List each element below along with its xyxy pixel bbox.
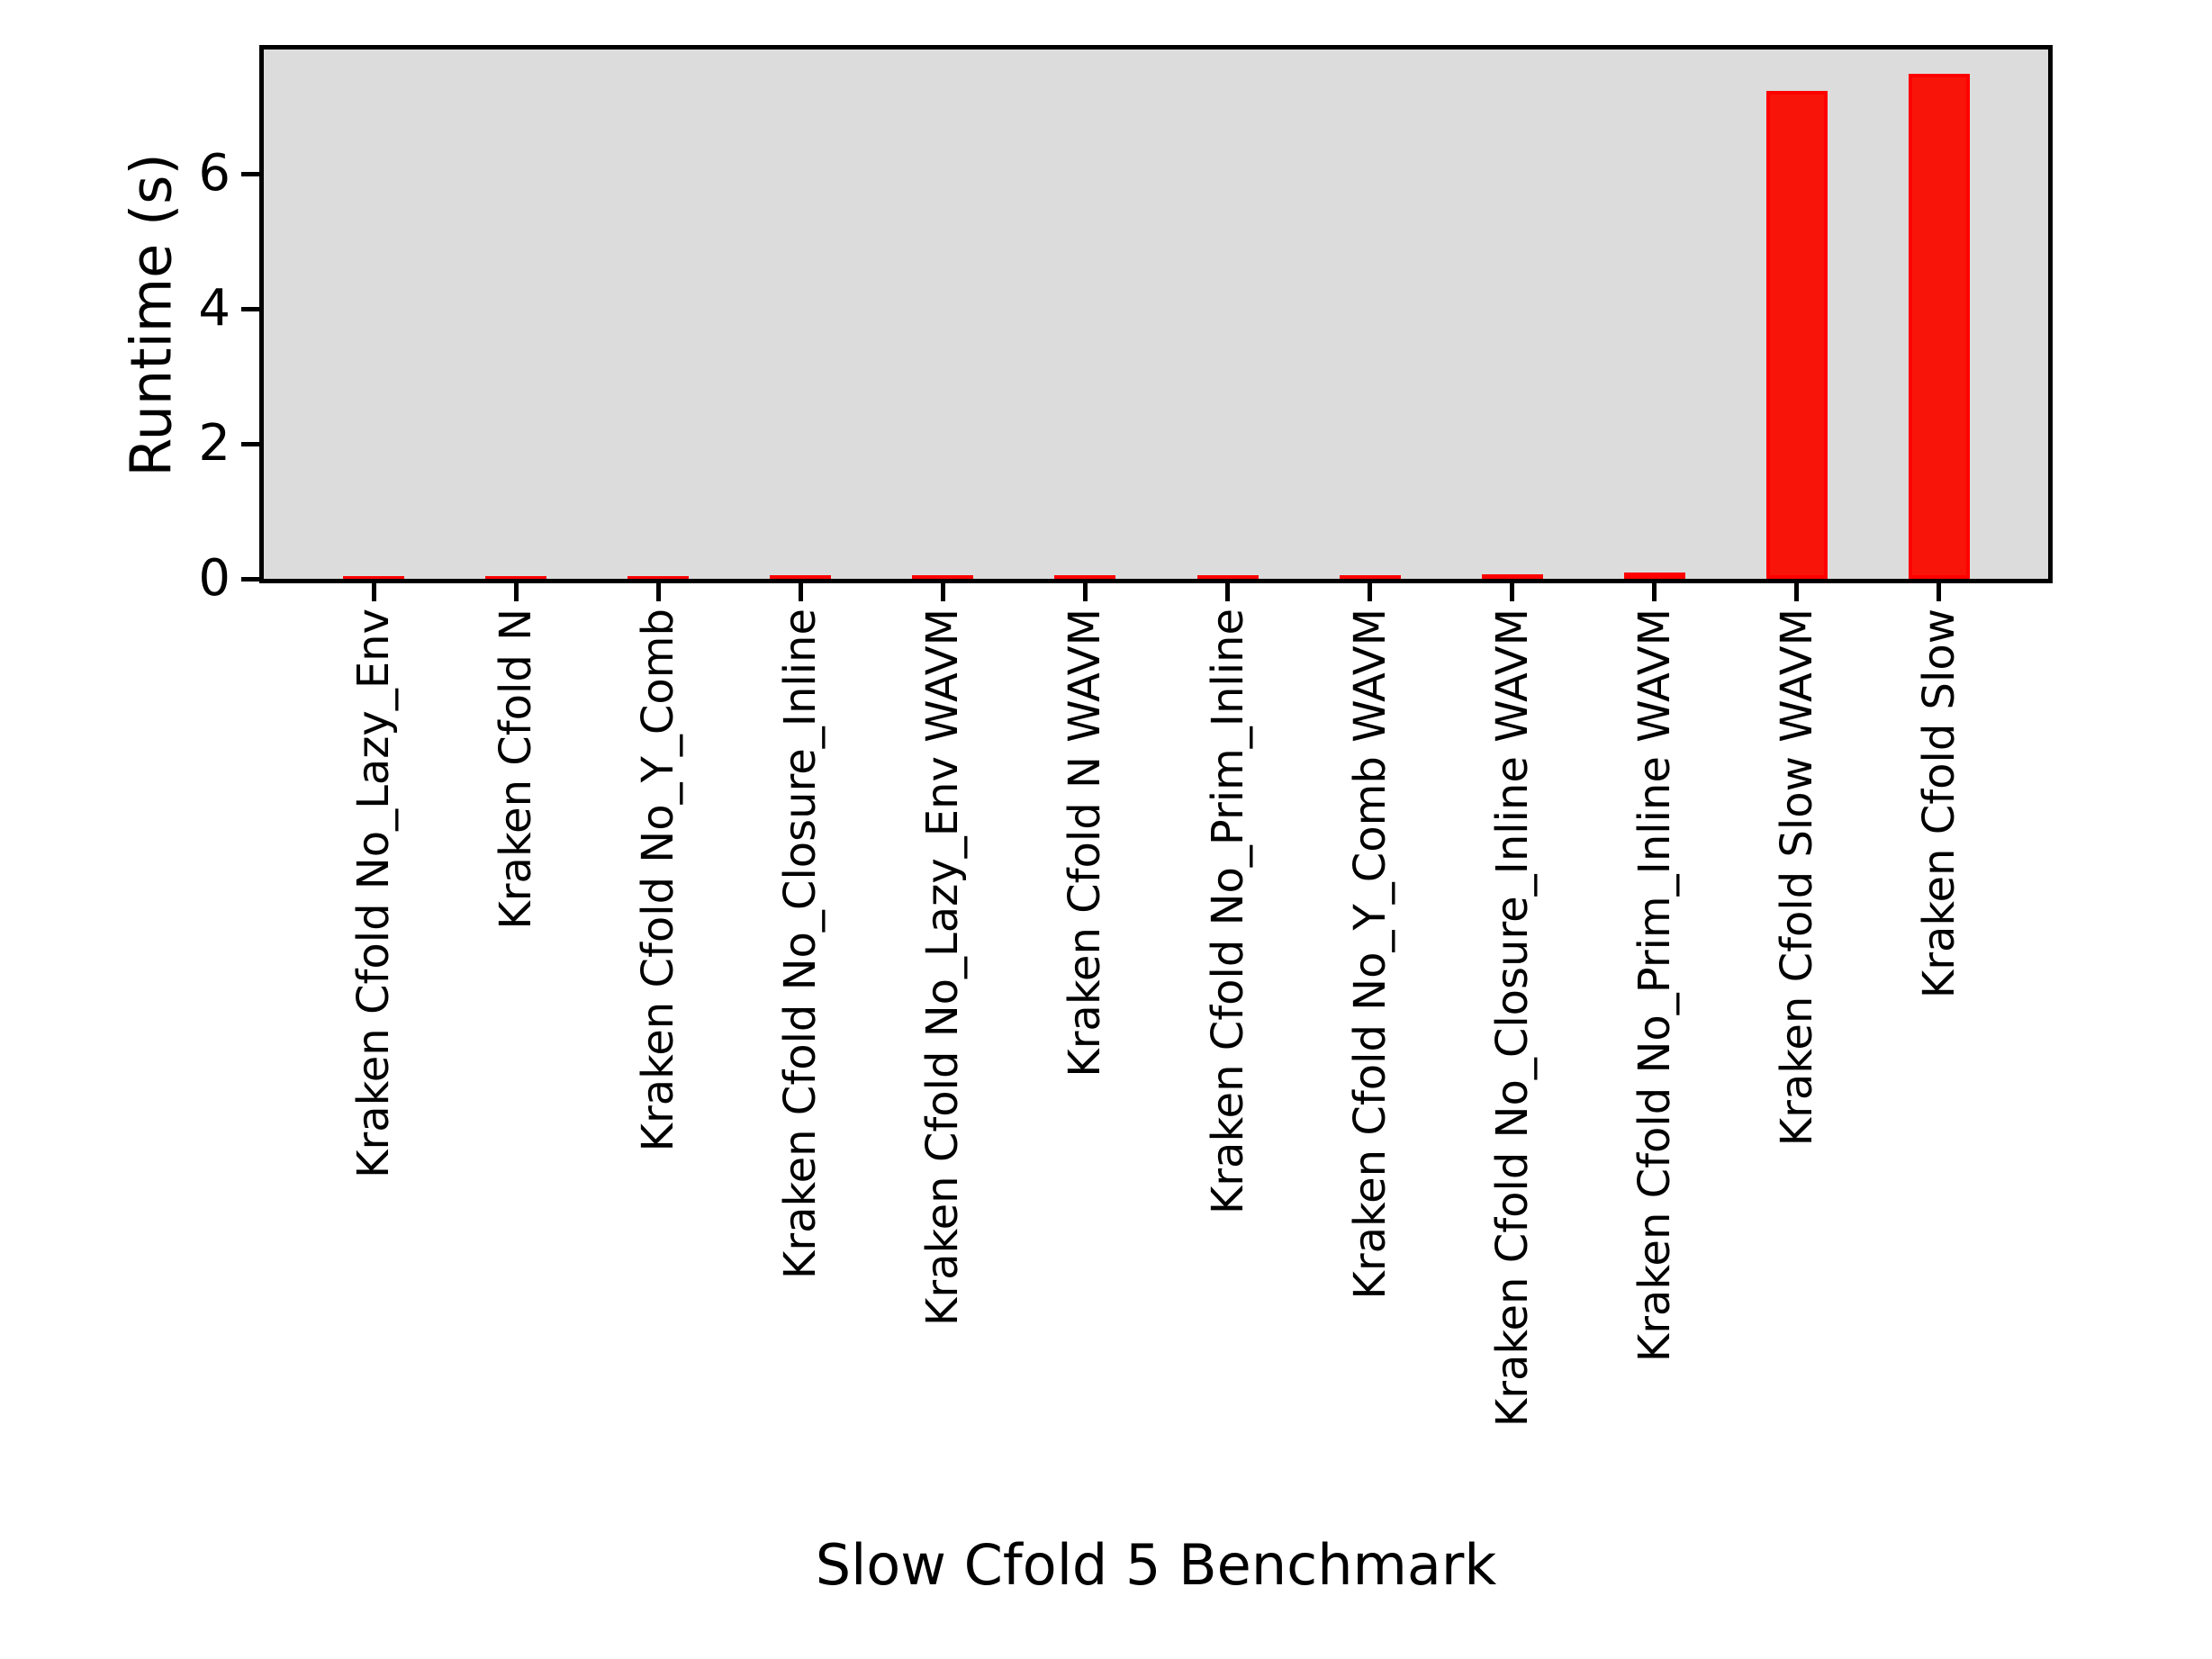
x-tick-label: Kraken Cfold No_Y_Comb (633, 609, 684, 1152)
bar (1339, 575, 1401, 579)
y-tick-label: 6 (198, 144, 230, 203)
bar (1765, 91, 1828, 579)
x-tick-mark (1652, 583, 1657, 601)
bar (912, 575, 974, 579)
y-tick-mark (241, 576, 259, 582)
x-tick-label: Kraken Cfold No_Prim_Inline WAVM (1629, 609, 1680, 1363)
x-tick-label: Kraken Cfold No_Y_Comb WAVM (1344, 609, 1395, 1300)
x-tick-mark (1510, 583, 1515, 601)
x-tick-mark (371, 583, 376, 601)
x-tick-mark (655, 583, 661, 601)
x-tick-label: Kraken Cfold No_Closure_Inline (775, 609, 826, 1280)
bar (1054, 575, 1116, 579)
x-tick-mark (798, 583, 803, 601)
x-tick-label: Kraken Cfold No_Lazy_Env (348, 609, 399, 1178)
bar (1481, 574, 1543, 579)
x-tick-mark (1225, 583, 1231, 601)
y-tick-mark (241, 171, 259, 176)
y-tick-label: 0 (198, 549, 230, 608)
x-tick-label: Kraken Cfold Slow (1913, 609, 1964, 999)
y-tick-label: 4 (198, 279, 230, 338)
x-tick-mark (1082, 583, 1088, 601)
y-tick-label: 2 (198, 414, 230, 473)
x-tick-label: Kraken Cfold No_Closure_Inline WAVM (1486, 609, 1538, 1428)
bar (627, 576, 690, 579)
x-tick-mark (1368, 583, 1373, 601)
bar (1623, 573, 1685, 579)
x-tick-mark (1937, 583, 1942, 601)
x-tick-mark (940, 583, 945, 601)
x-tick-mark (513, 583, 519, 601)
x-tick-label: Kraken Cfold No_Prim_Inline (1202, 609, 1253, 1215)
x-tick-label: Kraken Cfold N WAVM (1060, 609, 1111, 1077)
bar (770, 575, 832, 579)
bar (485, 576, 547, 579)
x-tick-label: Kraken Cfold N (491, 609, 542, 930)
plot-area (259, 45, 2053, 583)
y-tick-mark (241, 441, 259, 446)
bar (343, 576, 404, 579)
x-tick-label: Kraken Cfold Slow WAVM (1771, 609, 1822, 1147)
y-tick-mark (241, 306, 259, 311)
x-tick-label: Kraken Cfold No_Lazy_Env WAVM (917, 609, 969, 1327)
bar (1196, 575, 1259, 579)
x-tick-mark (1794, 583, 1800, 601)
bar (1908, 74, 1970, 579)
x-axis-label: Slow Cfold 5 Benchmark (815, 1532, 1497, 1598)
